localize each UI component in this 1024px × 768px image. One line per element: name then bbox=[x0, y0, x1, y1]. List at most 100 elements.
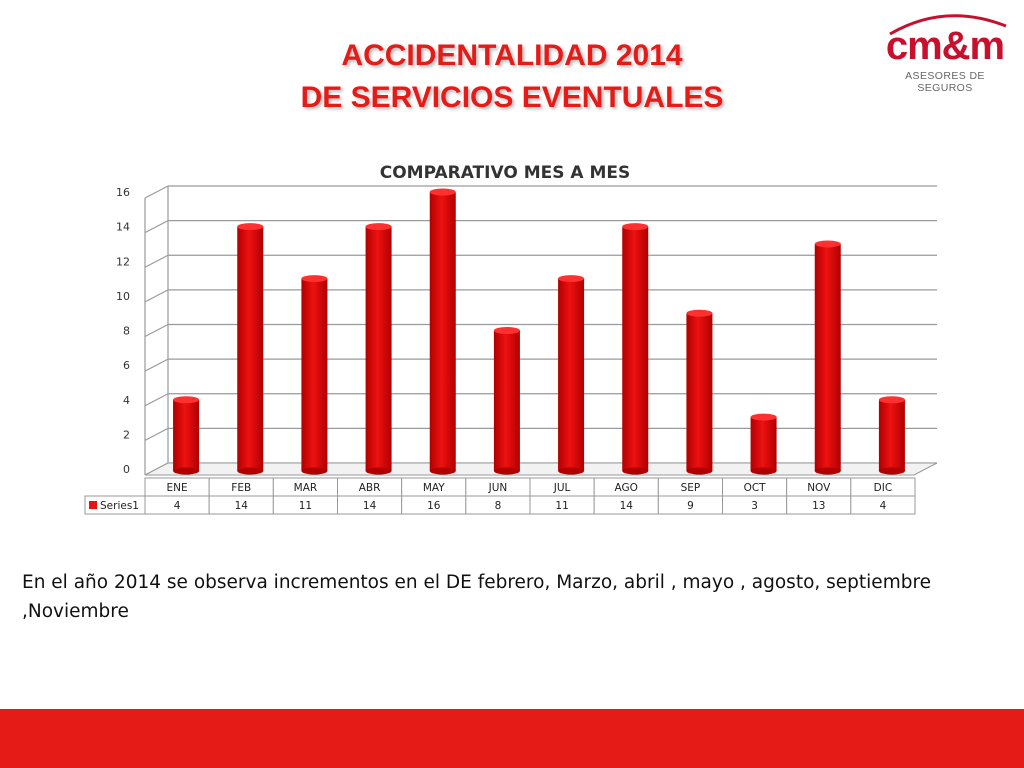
bar-top bbox=[558, 275, 585, 283]
x-category-label: JUN bbox=[488, 482, 508, 494]
x-category-label: FEB bbox=[231, 482, 251, 494]
bar bbox=[750, 413, 777, 475]
summary-text: En el año 2014 se observa incrementos en… bbox=[22, 572, 932, 622]
bar bbox=[301, 275, 328, 475]
bar-base bbox=[814, 467, 841, 475]
y-tick-label: 6 bbox=[123, 359, 130, 372]
slide-title-line2: DE SERVICIOS EVENTUALES bbox=[300, 81, 724, 114]
bar-body bbox=[493, 330, 520, 471]
y-tick-label: 2 bbox=[123, 428, 130, 441]
data-value-label: 9 bbox=[687, 500, 694, 512]
bar-body bbox=[558, 278, 585, 471]
bar bbox=[814, 240, 841, 475]
x-category-label: ABR bbox=[359, 482, 381, 494]
bar-base bbox=[301, 467, 328, 475]
bar-base bbox=[558, 467, 585, 475]
gridline bbox=[144, 323, 169, 338]
bar-top bbox=[622, 223, 649, 231]
bar-body bbox=[878, 399, 905, 471]
bar-body bbox=[686, 313, 713, 471]
bar-body bbox=[622, 226, 649, 471]
bar-base bbox=[750, 467, 777, 475]
y-tick-label: 4 bbox=[123, 394, 130, 407]
chart-floor bbox=[144, 462, 938, 476]
table-cell bbox=[850, 495, 916, 515]
legend-swatch bbox=[89, 501, 97, 509]
bar bbox=[237, 223, 264, 475]
bar-base bbox=[237, 467, 264, 475]
chart-title: COMPARATIVO MES A MES bbox=[380, 163, 631, 183]
bar-base bbox=[622, 467, 649, 475]
bar-top bbox=[878, 396, 905, 404]
bar-body bbox=[173, 399, 200, 471]
y-tick-label: 12 bbox=[116, 255, 130, 268]
y-tick-label: 10 bbox=[116, 290, 130, 303]
bar-top bbox=[686, 309, 713, 317]
gridline bbox=[144, 358, 169, 372]
bar-body bbox=[301, 278, 328, 471]
x-category-label: NOV bbox=[807, 482, 831, 494]
data-value-label: 4 bbox=[174, 500, 181, 512]
bar-top bbox=[429, 188, 456, 196]
bar bbox=[365, 223, 392, 475]
x-category-label: AGO bbox=[615, 482, 638, 494]
bar-top bbox=[365, 223, 392, 231]
gridline bbox=[144, 393, 169, 407]
x-category-label: OCT bbox=[744, 482, 767, 494]
gridline bbox=[144, 185, 169, 199]
bar-top bbox=[493, 327, 520, 334]
bar bbox=[493, 327, 520, 475]
y-tick-label: 14 bbox=[116, 221, 130, 234]
logo-wordmark: cm&m bbox=[885, 24, 1005, 68]
data-value-label: 11 bbox=[299, 500, 312, 512]
y-tick-label: 16 bbox=[116, 186, 130, 199]
y-tick-label: 8 bbox=[123, 325, 130, 338]
bar bbox=[173, 396, 200, 475]
data-value-label: 8 bbox=[495, 500, 502, 512]
gridline bbox=[144, 220, 169, 234]
x-category-label: JUL bbox=[553, 482, 571, 494]
x-category-label: SEP bbox=[681, 482, 701, 494]
y-tick-label: 0 bbox=[123, 463, 130, 476]
bar bbox=[429, 188, 456, 475]
footer-bar bbox=[0, 709, 1024, 768]
x-category-label: MAY bbox=[423, 482, 445, 494]
bar bbox=[622, 223, 649, 475]
bar-body bbox=[814, 243, 841, 471]
bar bbox=[686, 309, 713, 475]
bar-base bbox=[429, 467, 456, 475]
data-value-label: 14 bbox=[235, 500, 249, 512]
data-value-label: 16 bbox=[427, 500, 441, 512]
bar-base bbox=[493, 467, 520, 475]
bar-base bbox=[365, 467, 392, 475]
bar-body bbox=[750, 417, 777, 471]
x-category-label: ENE bbox=[167, 482, 188, 494]
logo-arc-icon bbox=[889, 14, 1007, 36]
bar-body bbox=[429, 192, 456, 471]
bar-body bbox=[237, 226, 264, 471]
data-value-label: 3 bbox=[751, 500, 758, 512]
data-value-label: 4 bbox=[880, 500, 887, 512]
bar-base bbox=[173, 467, 200, 475]
bar-top bbox=[173, 396, 200, 404]
bar-top bbox=[301, 275, 328, 283]
bar-base bbox=[686, 467, 713, 475]
gridline bbox=[144, 254, 169, 268]
x-category-label: DIC bbox=[874, 482, 893, 494]
legend-series-label: Series1 bbox=[100, 500, 139, 512]
data-value-label: 11 bbox=[555, 500, 568, 512]
bar-base bbox=[878, 467, 905, 475]
x-category-label: MAR bbox=[294, 482, 318, 494]
data-value-label: 14 bbox=[363, 500, 377, 512]
data-value-label: 14 bbox=[620, 500, 634, 512]
data-value-label: 13 bbox=[812, 500, 825, 512]
bar-top bbox=[750, 413, 777, 421]
slide-title-line1: ACCIDENTALIDAD 2014 bbox=[341, 39, 683, 72]
bar-chart: COMPARATIVO MES A MES 0 2 4 6 8 10 12 14 16 ENE 4 FE… bbox=[84, 163, 938, 515]
logo-tagline: ASESORES DE SEGUROS bbox=[905, 70, 985, 94]
bar bbox=[878, 396, 905, 475]
bar bbox=[558, 275, 585, 475]
gridline bbox=[144, 427, 169, 441]
bar-top bbox=[814, 240, 841, 248]
bar-top bbox=[237, 223, 264, 231]
